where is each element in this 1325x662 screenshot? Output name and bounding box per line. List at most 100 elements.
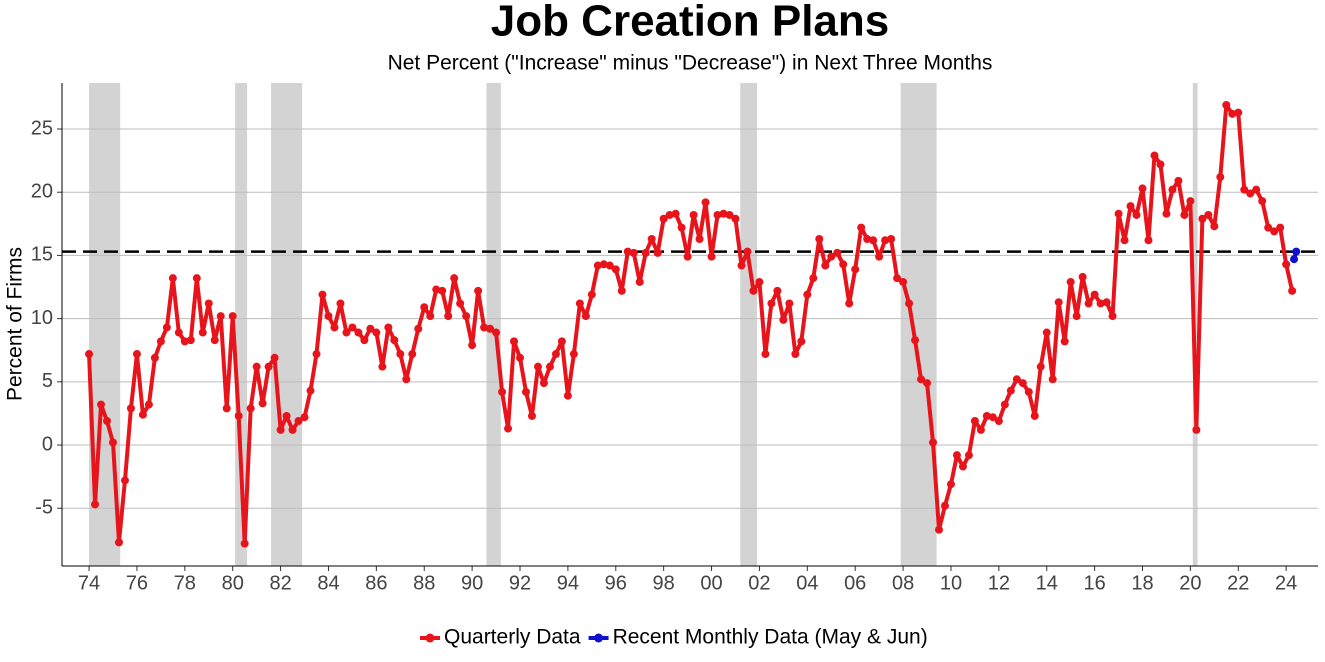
data-point (1290, 255, 1299, 264)
data-point (1198, 214, 1207, 223)
data-point (180, 337, 189, 346)
x-tick-label: 92 (509, 572, 531, 594)
data-point (905, 299, 914, 308)
data-point (480, 323, 489, 332)
data-point (665, 210, 674, 219)
data-point (803, 290, 812, 299)
data-point (647, 234, 656, 243)
data-point (1054, 298, 1063, 307)
data-point (156, 337, 165, 346)
legend-label: Quarterly Data (444, 626, 581, 649)
x-tick-label: 22 (1227, 572, 1249, 594)
data-point (533, 362, 542, 371)
data-point (330, 323, 339, 332)
data-point (492, 328, 501, 337)
data-point (384, 323, 393, 332)
data-point (875, 252, 884, 261)
data-point (917, 375, 926, 384)
data-point (1018, 379, 1027, 388)
data-point (1162, 209, 1171, 218)
data-point (414, 324, 423, 333)
data-point (1156, 160, 1165, 169)
data-point (1228, 109, 1237, 118)
data-point (282, 411, 291, 420)
shaded-period (900, 83, 937, 566)
data-point (923, 379, 932, 388)
data-point (827, 252, 836, 261)
data-point (1234, 108, 1243, 117)
data-point (653, 248, 662, 257)
data-point (390, 336, 399, 345)
data-point (246, 404, 255, 413)
data-point (1030, 411, 1039, 420)
data-point (701, 198, 710, 207)
y-tick-label: 15 (31, 244, 53, 266)
data-point (970, 417, 979, 426)
data-point (749, 286, 758, 295)
data-point (420, 303, 429, 312)
data-point (1258, 197, 1267, 206)
data-point (719, 209, 728, 218)
x-tick-label: 88 (413, 572, 435, 594)
data-point (599, 260, 608, 269)
data-point (964, 451, 973, 460)
data-point (186, 336, 195, 345)
data-point (593, 261, 602, 270)
data-point (809, 274, 818, 283)
data-point (162, 323, 171, 332)
data-point (581, 312, 590, 321)
data-point (132, 350, 141, 359)
data-point (1144, 236, 1153, 245)
data-point (1150, 151, 1159, 160)
series-line (87, 102, 1295, 546)
data-point (1204, 210, 1213, 219)
data-point (216, 312, 225, 321)
data-point (988, 413, 997, 422)
x-tick-label: 90 (461, 572, 483, 594)
data-point (659, 214, 668, 223)
data-point (707, 252, 716, 261)
x-tick-label: 76 (126, 572, 148, 594)
data-point (126, 404, 135, 413)
data-point (288, 425, 297, 434)
x-tick-label: 00 (700, 572, 722, 594)
data-point (378, 362, 387, 371)
data-point (929, 438, 938, 447)
x-tick-label: 16 (1083, 572, 1105, 594)
data-point (336, 299, 345, 308)
x-tick-label: 82 (269, 572, 291, 594)
data-point (1078, 272, 1087, 281)
data-point (312, 350, 321, 359)
y-axis-label: Percent of Firms (4, 247, 27, 401)
data-point (192, 274, 201, 283)
data-point (976, 425, 985, 434)
x-tick-label: 78 (174, 572, 196, 594)
data-point (683, 252, 692, 261)
data-point (575, 299, 584, 308)
data-point (1264, 223, 1273, 232)
data-point (539, 379, 548, 388)
data-point (438, 286, 447, 295)
x-tick-label: 80 (222, 572, 244, 594)
y-tick-label: 20 (31, 180, 53, 202)
data-point (857, 223, 866, 232)
data-point (1210, 222, 1219, 231)
data-point (1276, 223, 1285, 232)
data-point (725, 210, 734, 219)
y-tick-label: 0 (42, 433, 53, 455)
data-point (635, 277, 644, 286)
data-point (108, 438, 117, 447)
data-point (689, 210, 698, 219)
x-tick-label: 02 (748, 572, 770, 594)
data-point (1174, 176, 1183, 185)
data-point (270, 353, 279, 362)
data-point (234, 411, 243, 420)
shaded-period (271, 83, 303, 566)
data-point (258, 399, 267, 408)
data-point (1090, 290, 1099, 299)
shaded-period (740, 83, 758, 566)
data-point (240, 539, 249, 548)
data-point (563, 391, 572, 400)
x-tick-label: 24 (1275, 572, 1297, 594)
data-point (348, 323, 357, 332)
